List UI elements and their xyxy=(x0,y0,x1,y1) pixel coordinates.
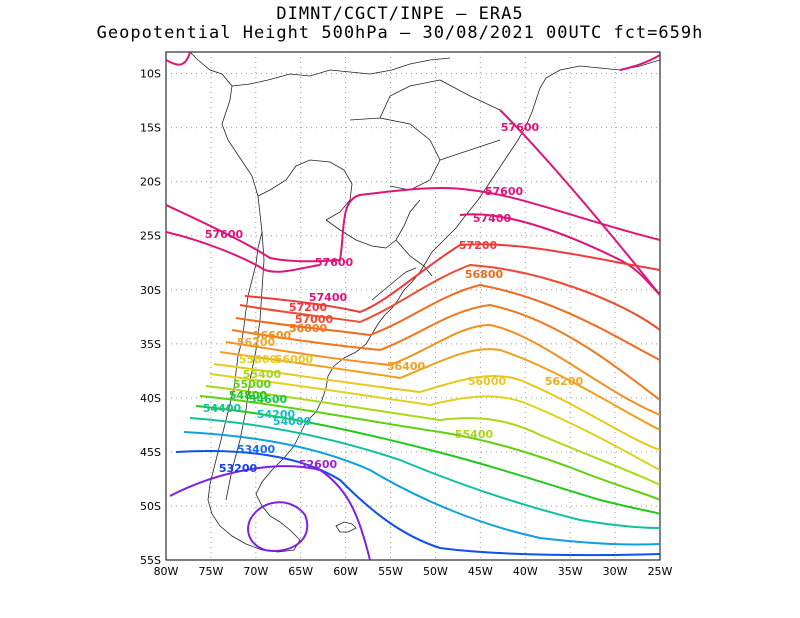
lat-tick-label: 10S xyxy=(140,68,161,81)
contour-label: 57600 xyxy=(315,256,354,269)
lat-tick-label: 30S xyxy=(140,284,161,297)
lat-tick-label: 25S xyxy=(140,230,161,243)
contour-label: 56600 xyxy=(253,329,292,342)
lat-tick-label: 20S xyxy=(140,176,161,189)
contour-labels: 5760057600576005760057400574005720057200… xyxy=(203,121,584,475)
contour-label: 57400 xyxy=(309,291,348,304)
lon-tick-label: 60W xyxy=(333,565,358,578)
contour-label: 56400 xyxy=(387,360,426,373)
contour-label: 55800 xyxy=(239,353,278,366)
south-america-coastline xyxy=(189,52,660,553)
contour-line xyxy=(169,465,371,560)
contour-label: 57400 xyxy=(473,212,512,225)
contour-label: 53400 xyxy=(237,443,276,456)
contour-label: 54200 xyxy=(257,408,296,421)
contour-label: 57200 xyxy=(289,301,328,314)
lon-tick-label: 70W xyxy=(243,565,268,578)
contour-line xyxy=(235,283,660,361)
contour-line xyxy=(459,213,660,296)
country-border-paraguay xyxy=(325,199,421,249)
country-border-peru-brazil xyxy=(231,57,451,87)
contour-line xyxy=(219,348,660,431)
contour-line xyxy=(195,405,660,515)
lon-tick-label: 50W xyxy=(423,565,448,578)
contour-line xyxy=(209,373,660,471)
country-border-argentina-chile xyxy=(225,231,265,501)
latitude-tick-labels: 10S 15S 20S 25S 30S 35S 40S 45S 50S 55S xyxy=(140,68,161,567)
lat-tick-label: 50S xyxy=(140,500,161,513)
contour-line xyxy=(239,263,660,331)
lat-tick-label: 35S xyxy=(140,338,161,351)
contour-label: 53200 xyxy=(219,462,258,475)
contour-label: 57600 xyxy=(205,228,244,241)
contour-line xyxy=(166,52,660,71)
contour-label: 56000 xyxy=(468,375,507,388)
lon-tick-label: 80W xyxy=(154,565,179,578)
lon-tick-label: 65W xyxy=(288,565,313,578)
longitude-tick-labels: 80W 75W 70W 65W 60W 55W 50W 45W 40W 35W 30W 25W xyxy=(154,565,673,578)
contour-label: 57000 xyxy=(295,313,334,326)
lon-tick-label: 35W xyxy=(558,565,583,578)
contour-label: 57600 xyxy=(485,185,524,198)
lat-tick-label: 45S xyxy=(140,446,161,459)
contour-label: 54000 xyxy=(273,415,312,428)
lon-tick-label: 25W xyxy=(648,565,673,578)
contour-label: 56800 xyxy=(289,322,328,335)
lat-tick-label: 40S xyxy=(140,392,161,405)
contour-line xyxy=(244,243,660,314)
country-border-uruguay xyxy=(371,267,417,301)
contour-line xyxy=(175,449,660,557)
contour-label: 54600 xyxy=(249,393,288,406)
lon-tick-label: 75W xyxy=(198,565,223,578)
title-line-1: DIMNT/CGCT/INPE – ERA5 xyxy=(276,4,524,24)
contour-line xyxy=(183,431,660,546)
geopotential-contours xyxy=(166,52,660,560)
contour-label: 54800 xyxy=(229,389,268,402)
contour-label: 56200 xyxy=(237,336,276,349)
contour-line xyxy=(205,385,660,486)
lat-tick-label: 15S xyxy=(140,122,161,135)
contour-label: 52600 xyxy=(299,458,338,471)
contour-label: 54400 xyxy=(203,402,242,415)
contour-line xyxy=(166,186,660,263)
contour-line xyxy=(213,363,660,451)
coastlines-and-borders xyxy=(189,52,660,553)
lon-tick-label: 40W xyxy=(513,565,538,578)
brazil-states xyxy=(349,79,501,191)
falkland-islands xyxy=(335,521,357,533)
contour-line xyxy=(499,109,660,296)
contour-line xyxy=(247,501,309,552)
country-border-brazil-south xyxy=(395,239,433,277)
lon-tick-label: 45W xyxy=(468,565,493,578)
country-border-bolivia xyxy=(257,159,353,221)
contour-line xyxy=(189,417,660,529)
contour-label: 55000 xyxy=(233,378,272,391)
contour-label: 55400 xyxy=(455,428,494,441)
contour-line xyxy=(225,323,660,416)
contour-label: 57200 xyxy=(459,239,498,252)
lon-tick-label: 30W xyxy=(603,565,628,578)
contour-line xyxy=(231,303,660,401)
contour-line xyxy=(199,395,660,501)
lon-tick-label: 55W xyxy=(378,565,403,578)
contour-label: 56000 xyxy=(275,353,314,366)
contour-label: 56800 xyxy=(465,268,504,281)
contour-label: 57600 xyxy=(501,121,540,134)
title-line-2: Geopotential Height 500hPa – 30/08/2021 … xyxy=(96,23,704,43)
contour-label: 55400 xyxy=(243,368,282,381)
contour-label: 56200 xyxy=(545,375,584,388)
contour-line xyxy=(166,231,321,273)
lat-tick-label: 55S xyxy=(140,554,161,567)
